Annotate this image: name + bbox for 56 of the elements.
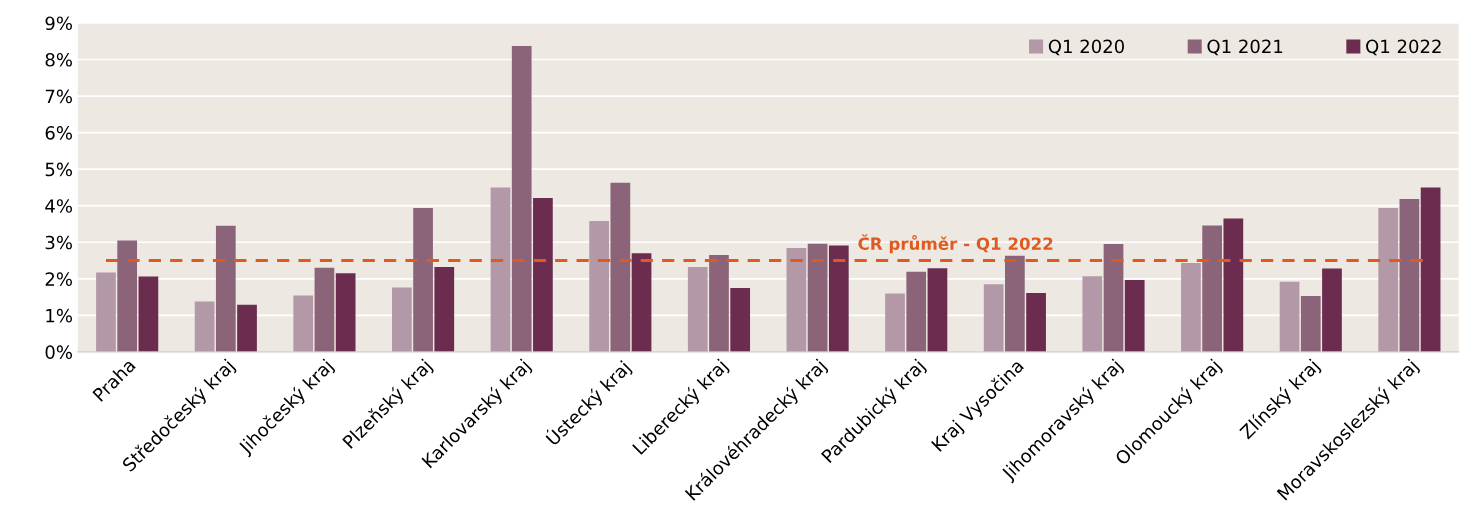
bar	[1202, 225, 1222, 352]
y-tick-label: 9%	[45, 16, 72, 31]
legend-label: Q1 2020	[1048, 39, 1124, 56]
bar	[589, 221, 609, 352]
bar	[1300, 295, 1321, 352]
bar	[511, 45, 532, 352]
bar	[490, 187, 511, 352]
bar	[807, 243, 828, 352]
bar	[1026, 293, 1046, 352]
bar	[392, 287, 412, 352]
y-tick-label: 5%	[45, 162, 72, 177]
bar	[927, 268, 948, 352]
bar	[138, 276, 159, 352]
bar	[1103, 244, 1124, 352]
bar	[1124, 279, 1145, 352]
bar	[215, 225, 236, 352]
ref-line-label: ČR průměr - Q1 2022	[858, 234, 1053, 254]
bar	[828, 245, 849, 352]
bar	[96, 272, 116, 352]
bar	[434, 267, 455, 352]
bar	[1223, 218, 1244, 352]
bar	[314, 267, 335, 352]
y-tick-label: 0%	[45, 345, 72, 360]
bar	[1399, 199, 1420, 352]
y-tick-label: 1%	[46, 308, 72, 323]
y-tick-label: 6%	[45, 126, 72, 140]
y-tick-label: 7%	[45, 89, 72, 104]
bar	[983, 284, 1004, 352]
bar	[533, 198, 553, 352]
bar	[709, 255, 729, 352]
bar	[1082, 276, 1103, 352]
legend-label: Q1 2022	[1366, 39, 1441, 56]
bar	[786, 248, 807, 352]
bar	[335, 273, 356, 352]
bar	[610, 182, 631, 352]
bar	[1005, 255, 1025, 352]
y-tick-label: 2%	[45, 272, 72, 286]
bar	[1279, 281, 1300, 352]
y-tick-label: 3%	[45, 235, 72, 250]
y-tick-label: 8%	[45, 52, 72, 67]
bar	[1378, 207, 1399, 352]
bar	[687, 267, 708, 352]
bar	[413, 207, 433, 352]
y-tick-label: 4%	[45, 199, 72, 213]
bar	[117, 240, 138, 352]
bar	[1181, 263, 1201, 352]
bar	[631, 253, 652, 352]
bar	[885, 293, 905, 352]
bar	[906, 271, 927, 352]
bar	[1322, 268, 1342, 352]
legend-label: Q1 2021	[1207, 39, 1283, 56]
bar	[237, 304, 257, 352]
bar	[293, 295, 314, 352]
bar	[194, 301, 215, 352]
bar	[1420, 187, 1441, 352]
bar	[730, 287, 751, 352]
